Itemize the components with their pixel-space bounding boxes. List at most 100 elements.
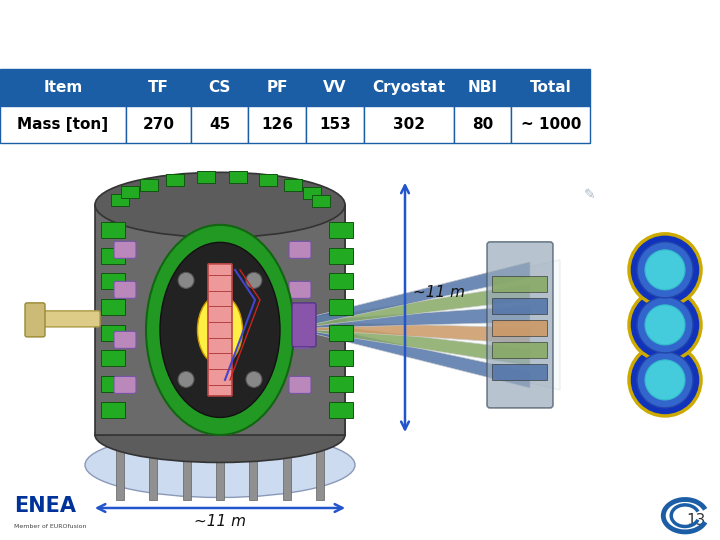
Text: 80: 80 (472, 117, 493, 132)
FancyBboxPatch shape (101, 273, 125, 289)
FancyBboxPatch shape (140, 179, 158, 191)
FancyBboxPatch shape (248, 69, 306, 106)
FancyBboxPatch shape (101, 350, 125, 367)
FancyBboxPatch shape (208, 264, 232, 396)
Circle shape (246, 272, 262, 288)
Circle shape (629, 289, 701, 361)
Bar (335, 205, 345, 435)
FancyBboxPatch shape (364, 69, 454, 106)
Text: ~11 m: ~11 m (413, 285, 465, 300)
Text: CS: CS (208, 80, 231, 95)
Bar (492, 276, 547, 292)
FancyBboxPatch shape (289, 281, 311, 299)
Text: ENEA: ENEA (14, 496, 76, 516)
Text: 153: 153 (319, 117, 351, 132)
Text: TF: TF (148, 80, 168, 95)
FancyBboxPatch shape (25, 303, 45, 337)
Bar (492, 298, 547, 314)
Ellipse shape (85, 433, 355, 497)
Circle shape (629, 344, 701, 416)
FancyBboxPatch shape (259, 174, 277, 186)
Ellipse shape (197, 295, 243, 365)
Text: NBI: NBI (467, 80, 498, 95)
Ellipse shape (146, 225, 294, 435)
Polygon shape (315, 322, 530, 344)
FancyBboxPatch shape (126, 69, 191, 106)
FancyBboxPatch shape (289, 376, 311, 394)
FancyBboxPatch shape (289, 332, 311, 348)
FancyBboxPatch shape (114, 376, 136, 394)
FancyBboxPatch shape (121, 186, 139, 198)
FancyBboxPatch shape (329, 350, 353, 367)
FancyBboxPatch shape (229, 171, 247, 183)
Text: Mass [ton]: Mass [ton] (17, 117, 109, 132)
Ellipse shape (160, 242, 280, 417)
Ellipse shape (95, 408, 345, 462)
Text: ~11 m: ~11 m (194, 515, 246, 530)
Text: 126: 126 (261, 117, 293, 132)
Bar (95, 205, 345, 435)
FancyBboxPatch shape (111, 194, 129, 206)
Polygon shape (315, 260, 560, 390)
FancyBboxPatch shape (114, 241, 136, 258)
FancyBboxPatch shape (329, 299, 353, 315)
Polygon shape (315, 326, 530, 388)
FancyBboxPatch shape (511, 106, 590, 143)
Text: DTT layout: DTT machine at a glance: DTT layout: DTT machine at a glance (18, 26, 538, 51)
Text: 302: 302 (392, 117, 425, 132)
FancyBboxPatch shape (114, 281, 136, 299)
FancyBboxPatch shape (364, 106, 454, 143)
FancyBboxPatch shape (149, 450, 158, 500)
FancyBboxPatch shape (283, 450, 291, 500)
Text: ✎: ✎ (584, 188, 596, 202)
Text: VV: VV (323, 80, 346, 95)
Text: Member of EUROfusion: Member of EUROfusion (14, 524, 86, 529)
FancyBboxPatch shape (329, 222, 353, 238)
FancyBboxPatch shape (101, 222, 125, 238)
FancyBboxPatch shape (101, 402, 125, 418)
Circle shape (645, 250, 685, 290)
FancyBboxPatch shape (101, 376, 125, 392)
Text: 270: 270 (143, 117, 174, 132)
FancyBboxPatch shape (249, 450, 257, 500)
Text: Cryostat: Cryostat (372, 80, 445, 95)
FancyBboxPatch shape (306, 106, 364, 143)
FancyBboxPatch shape (312, 195, 330, 207)
Text: Item: Item (43, 80, 83, 95)
Bar (492, 320, 547, 336)
Text: Total: Total (530, 80, 572, 95)
Polygon shape (315, 284, 530, 326)
FancyBboxPatch shape (114, 332, 136, 348)
FancyBboxPatch shape (0, 69, 126, 106)
FancyBboxPatch shape (216, 450, 224, 500)
Ellipse shape (95, 172, 345, 238)
FancyBboxPatch shape (329, 376, 353, 392)
Text: ~ 1000: ~ 1000 (521, 117, 581, 132)
Bar (492, 342, 547, 358)
FancyBboxPatch shape (454, 106, 511, 143)
FancyBboxPatch shape (292, 303, 316, 347)
Circle shape (637, 297, 693, 353)
FancyBboxPatch shape (329, 402, 353, 418)
FancyBboxPatch shape (289, 241, 311, 258)
FancyBboxPatch shape (166, 174, 184, 186)
Text: PF: PF (266, 80, 288, 95)
Circle shape (178, 372, 194, 387)
FancyBboxPatch shape (197, 171, 215, 183)
Text: 45: 45 (209, 117, 230, 132)
FancyBboxPatch shape (329, 325, 353, 341)
FancyBboxPatch shape (0, 106, 126, 143)
FancyBboxPatch shape (101, 247, 125, 264)
Circle shape (645, 305, 685, 345)
FancyBboxPatch shape (454, 69, 511, 106)
FancyBboxPatch shape (183, 450, 191, 500)
Polygon shape (315, 306, 530, 328)
FancyBboxPatch shape (116, 450, 124, 500)
FancyBboxPatch shape (487, 242, 553, 408)
FancyBboxPatch shape (302, 186, 320, 199)
Polygon shape (315, 262, 530, 324)
FancyBboxPatch shape (306, 69, 364, 106)
FancyBboxPatch shape (511, 69, 590, 106)
FancyBboxPatch shape (101, 325, 125, 341)
FancyBboxPatch shape (316, 450, 324, 500)
